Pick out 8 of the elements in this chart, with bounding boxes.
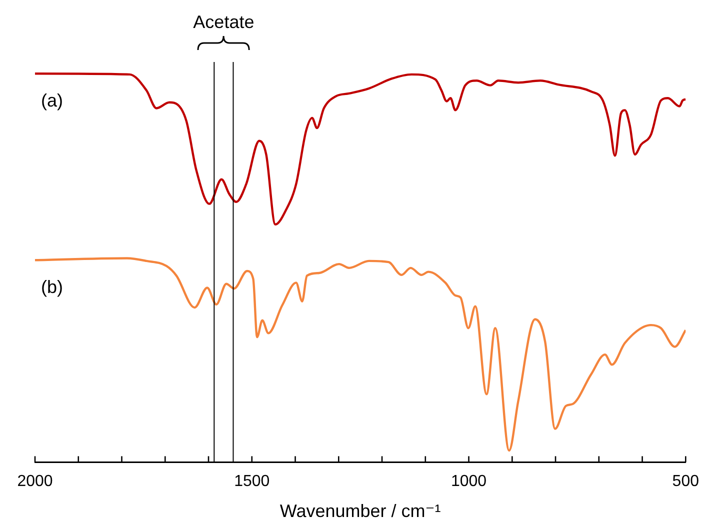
x-tick-label: 1500 <box>234 473 270 490</box>
series-label: (b) <box>41 277 63 298</box>
x-tick-label: 2000 <box>17 473 53 490</box>
text: Acetate <box>193 12 254 32</box>
x-tick-label: 500 <box>672 473 700 490</box>
x-axis-title: Wavenumber / cm⁻¹ <box>280 501 441 522</box>
x-tick-label: 1000 <box>450 473 487 490</box>
series-label: (a) <box>41 90 63 111</box>
